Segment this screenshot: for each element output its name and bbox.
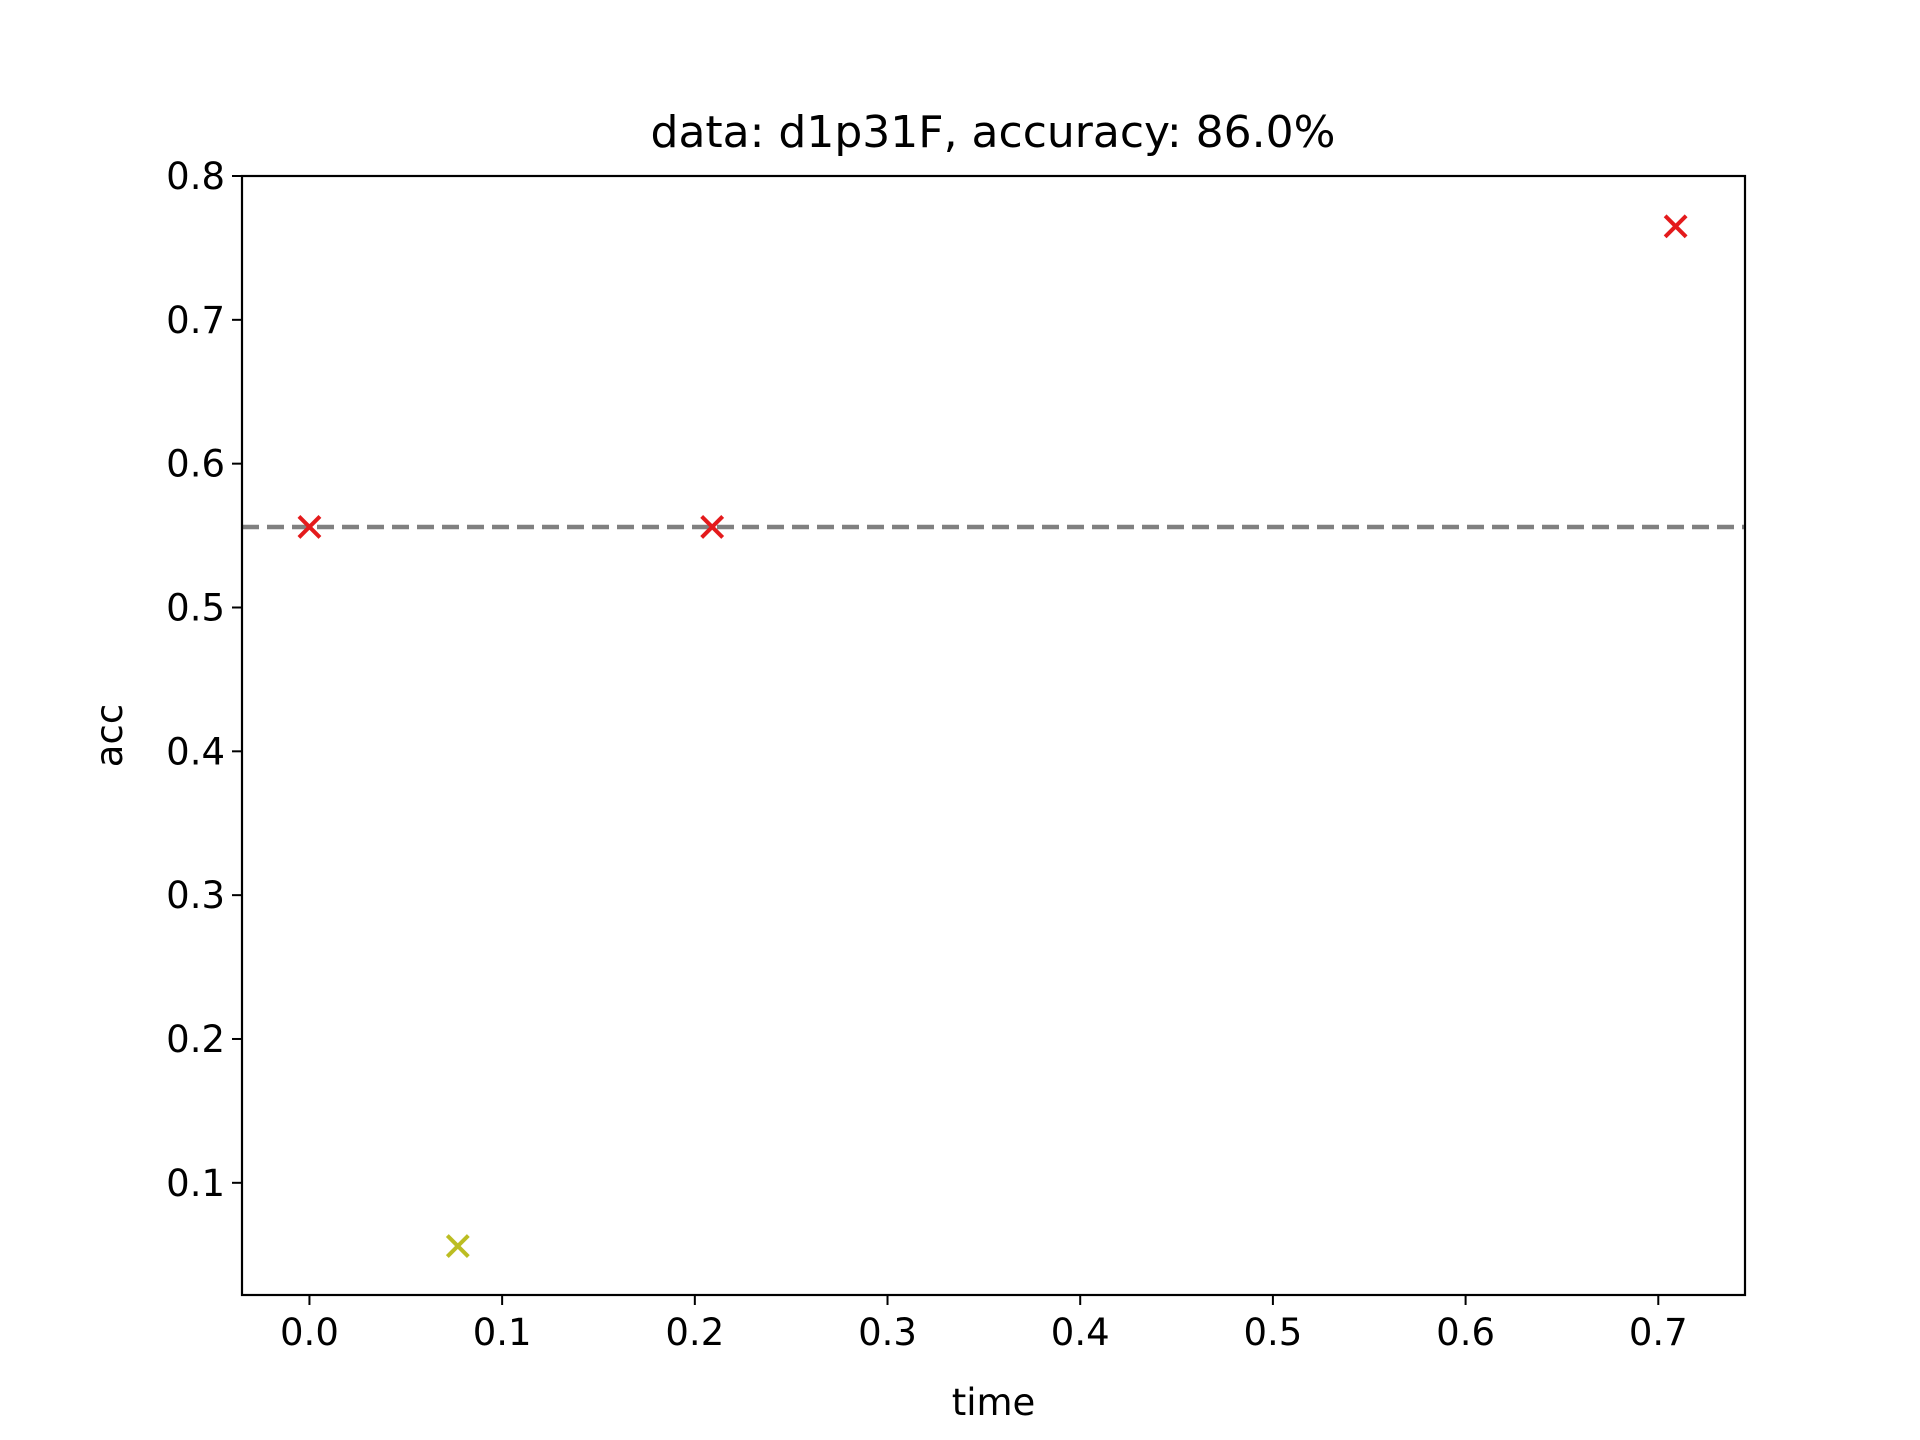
y-tick-label: 0.2	[166, 1018, 225, 1061]
data-point	[700, 515, 725, 539]
chart-title: data: d1p31F, accuracy: 86.0%	[651, 107, 1336, 158]
data-point-stroke	[297, 515, 322, 539]
data-point-stroke	[445, 1234, 470, 1259]
data-point-stroke	[1663, 214, 1688, 239]
x-axis: 0.0 0.1 0.2 0.3 0.4 0.5 0.6 0.7	[280, 1295, 1688, 1354]
y-tick-label: 0.7	[166, 299, 225, 342]
x-tick-label: 0.3	[858, 1311, 917, 1354]
y-tick-label: 0.4	[166, 730, 225, 773]
y-tick-label: 0.8	[166, 155, 225, 198]
plot-frame	[240, 174, 1747, 1297]
data-point	[1663, 214, 1688, 239]
x-tick-label: 0.1	[473, 1311, 532, 1354]
y-tick-label: 0.6	[166, 443, 225, 486]
data-point	[445, 1234, 470, 1259]
data-point	[297, 515, 322, 539]
x-tick-label: 0.4	[1051, 1311, 1110, 1354]
x-tick-label: 0.6	[1436, 1311, 1495, 1354]
x-tick-label: 0.2	[665, 1311, 724, 1354]
x-axis-label: time	[952, 1381, 1036, 1424]
y-axis-label: acc	[88, 704, 131, 767]
y-tick-label: 0.3	[166, 874, 225, 917]
x-tick-label: 0.5	[1243, 1311, 1302, 1354]
x-tick-label: 0.0	[280, 1311, 339, 1354]
plot-area	[242, 214, 1745, 1259]
y-tick-label: 0.1	[166, 1162, 225, 1205]
y-axis: 0.1 0.2 0.3 0.4 0.5 0.6 0.7 0.8	[166, 155, 242, 1205]
data-point-stroke	[700, 515, 725, 539]
y-tick-label: 0.5	[166, 586, 225, 629]
x-tick-label: 0.7	[1629, 1311, 1688, 1354]
